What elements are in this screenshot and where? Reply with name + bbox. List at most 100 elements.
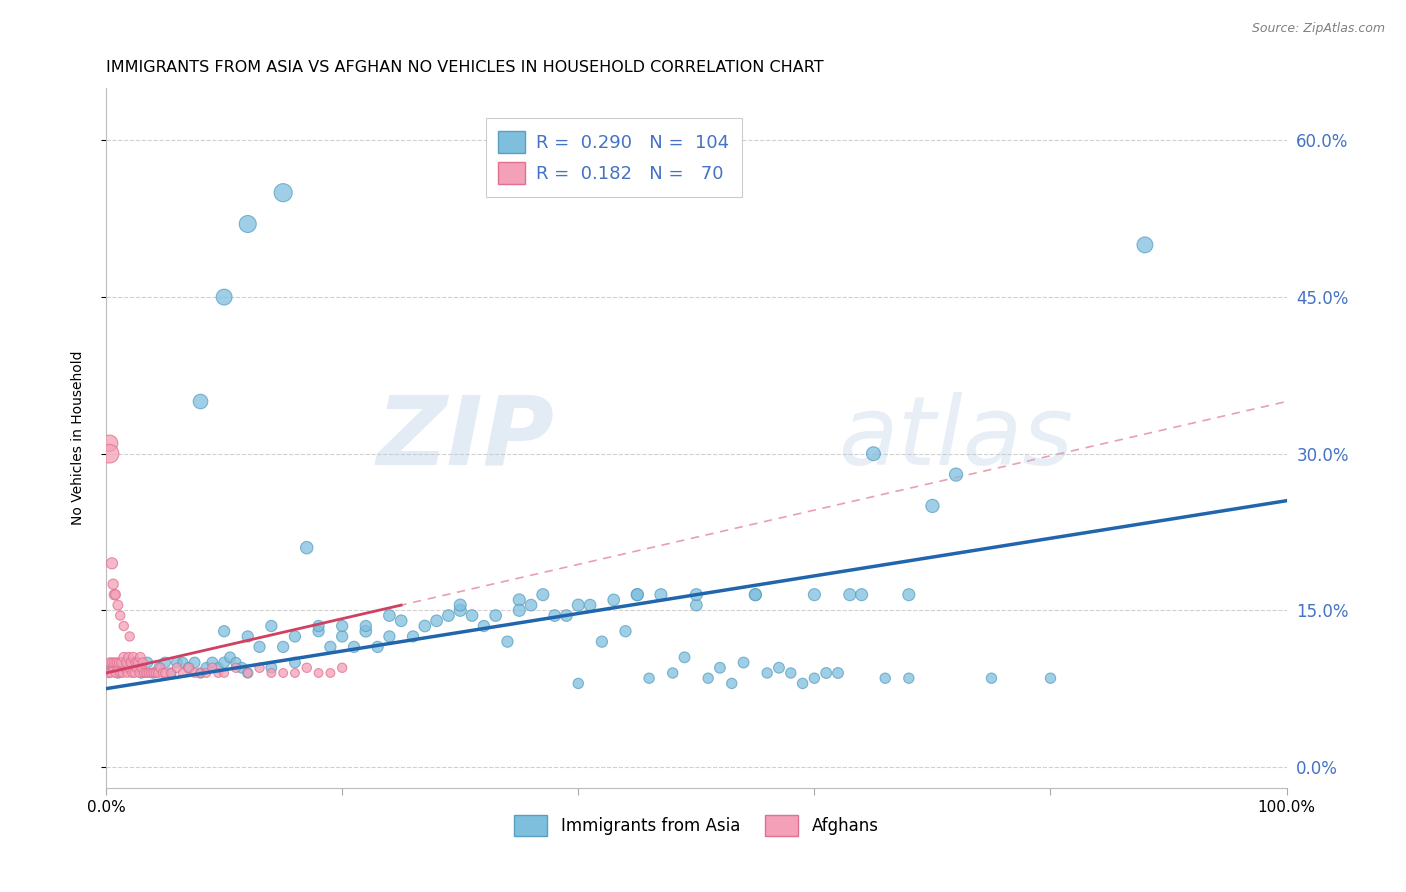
Point	[520, 598, 543, 612]
Point	[142, 665, 165, 680]
Point	[104, 665, 127, 680]
Point	[249, 661, 271, 675]
Point	[284, 656, 307, 670]
Point	[827, 665, 849, 680]
Point	[225, 661, 247, 675]
Point	[544, 608, 567, 623]
Point	[166, 656, 188, 670]
Point	[107, 665, 129, 680]
Point	[236, 629, 259, 643]
Point	[531, 588, 554, 602]
Point	[862, 447, 884, 461]
Point	[402, 629, 425, 643]
Point	[236, 217, 259, 231]
Point	[111, 665, 134, 680]
Point	[172, 665, 194, 680]
Point	[591, 634, 613, 648]
Point	[139, 665, 162, 680]
Point	[131, 665, 153, 680]
Point	[638, 671, 661, 685]
Point	[201, 656, 224, 670]
Point	[103, 588, 125, 602]
Point	[129, 650, 152, 665]
Point	[112, 650, 135, 665]
Point	[131, 661, 153, 675]
Point	[508, 603, 530, 617]
Point	[195, 661, 218, 675]
Point	[626, 588, 648, 602]
Point	[378, 608, 401, 623]
Point	[426, 614, 449, 628]
Point	[212, 290, 235, 304]
Point	[697, 671, 720, 685]
Point	[260, 619, 283, 633]
Point	[124, 665, 146, 680]
Point	[152, 665, 174, 680]
Point	[308, 619, 330, 633]
Point	[183, 656, 205, 670]
Text: ZIP: ZIP	[377, 392, 555, 484]
Point	[661, 665, 683, 680]
Point	[720, 676, 742, 690]
Point	[389, 614, 412, 628]
Point	[160, 665, 183, 680]
Point	[330, 661, 353, 675]
Point	[260, 665, 283, 680]
Point	[768, 661, 790, 675]
Point	[145, 665, 167, 680]
Point	[103, 656, 125, 670]
Point	[508, 593, 530, 607]
Point	[101, 577, 124, 591]
Point	[124, 656, 146, 670]
Point	[271, 186, 294, 200]
Point	[650, 588, 672, 602]
Point	[101, 661, 124, 675]
Point	[367, 640, 389, 654]
Point	[142, 665, 165, 680]
Point	[709, 661, 731, 675]
Point	[295, 541, 318, 555]
Point	[97, 665, 120, 680]
Point	[207, 665, 229, 680]
Point	[555, 608, 578, 623]
Point	[114, 661, 136, 675]
Text: IMMIGRANTS FROM ASIA VS AFGHAN NO VEHICLES IN HOUSEHOLD CORRELATION CHART: IMMIGRANTS FROM ASIA VS AFGHAN NO VEHICL…	[105, 60, 824, 75]
Y-axis label: No Vehicles in Household: No Vehicles in Household	[72, 351, 86, 525]
Point	[153, 665, 176, 680]
Point	[207, 661, 229, 675]
Point	[149, 661, 172, 675]
Point	[744, 588, 766, 602]
Point	[190, 665, 212, 680]
Point	[602, 593, 624, 607]
Point	[201, 661, 224, 675]
Point	[112, 656, 135, 670]
Point	[472, 619, 495, 633]
Point	[117, 650, 139, 665]
Point	[236, 665, 259, 680]
Point	[921, 499, 943, 513]
Point	[354, 624, 377, 639]
Point	[496, 634, 519, 648]
Point	[343, 640, 366, 654]
Point	[177, 661, 200, 675]
Point	[838, 588, 860, 602]
Point	[120, 656, 142, 670]
Point	[803, 588, 825, 602]
Point	[107, 598, 129, 612]
Point	[118, 629, 141, 643]
Point	[153, 656, 176, 670]
Point	[212, 624, 235, 639]
Point	[105, 656, 128, 670]
Point	[118, 656, 141, 670]
Point	[135, 665, 157, 680]
Point	[225, 656, 247, 670]
Point	[1039, 671, 1062, 685]
Point	[231, 661, 253, 675]
Point	[295, 661, 318, 675]
Point	[101, 557, 124, 571]
Point	[101, 656, 124, 670]
Text: Source: ZipAtlas.com: Source: ZipAtlas.com	[1251, 22, 1385, 36]
Point	[108, 656, 131, 670]
Point	[437, 608, 460, 623]
Point	[128, 665, 150, 680]
